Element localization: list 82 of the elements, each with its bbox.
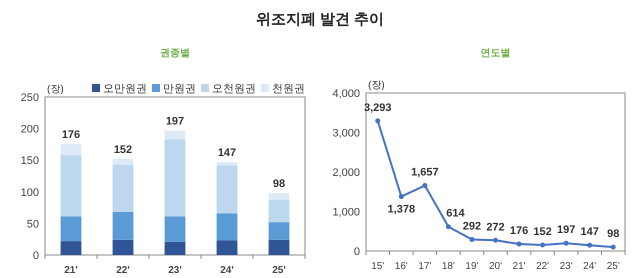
- bar: [216, 165, 238, 214]
- legend-label: 천원권: [272, 83, 305, 95]
- point: [422, 183, 428, 188]
- bar: [164, 130, 186, 140]
- data-label: 1,378: [388, 204, 416, 216]
- point: [540, 242, 546, 248]
- point: [493, 238, 498, 243]
- x-tick-label: 18': [442, 261, 456, 272]
- point: [398, 194, 404, 200]
- point: [469, 236, 474, 242]
- data-label: 147: [580, 226, 599, 238]
- point: [446, 224, 451, 230]
- total-label: 176: [62, 128, 80, 141]
- legend-label: 만원권: [163, 83, 196, 95]
- bar: [164, 216, 186, 242]
- x-tick-label: 24': [220, 265, 234, 276]
- total-label: 98: [272, 178, 286, 190]
- bar: [60, 241, 82, 255]
- bar: [216, 162, 238, 166]
- y-tick-label: 150: [20, 155, 39, 168]
- data-label: 176: [510, 225, 528, 238]
- chart-title: 위조지폐 발견 추이: [256, 11, 384, 28]
- x-tick-label: 23': [560, 261, 573, 272]
- legend-label: 오만원권: [103, 83, 147, 95]
- legend-label: 오천원권: [212, 83, 256, 95]
- bar: [60, 216, 82, 242]
- data-label: 614: [446, 208, 466, 220]
- total-label: 197: [166, 115, 184, 128]
- bar: [112, 240, 134, 255]
- bar: [60, 144, 82, 156]
- bar: [164, 139, 186, 216]
- bar: [112, 158, 134, 165]
- point: [375, 118, 380, 124]
- y-tick-label: 250: [20, 92, 39, 104]
- y-tick-label: 0: [32, 250, 39, 262]
- x-tick-label: 22': [536, 261, 550, 272]
- chart-subtitle: 권종별: [160, 48, 190, 59]
- x-tick-label: 20': [488, 261, 502, 272]
- total-label: 147: [218, 147, 236, 160]
- x-tick-label: 23': [168, 265, 182, 276]
- bar: [112, 164, 134, 212]
- y-tick-label: 2,000: [332, 167, 360, 179]
- y-tick-label: 3,000: [332, 128, 360, 140]
- x-tick-label: 17': [418, 261, 432, 272]
- point: [587, 242, 592, 248]
- data-label: 197: [556, 224, 576, 236]
- x-tick-label: 19': [465, 261, 479, 272]
- bar: [112, 212, 134, 240]
- x-tick-label: 24': [583, 261, 596, 272]
- bar: [216, 213, 238, 240]
- y-tick-label: 200: [20, 124, 39, 136]
- bar: [268, 200, 290, 222]
- point: [516, 242, 522, 247]
- y-tick-label: 0: [354, 246, 360, 258]
- bar: [60, 155, 82, 216]
- x-tick-label: 15': [371, 261, 384, 272]
- x-tick-label: 22': [116, 265, 130, 276]
- point: [610, 244, 616, 250]
- y-tick-label: 4,000: [332, 88, 360, 100]
- data-label: 272: [486, 221, 505, 234]
- bar: [164, 242, 186, 255]
- bar: [268, 193, 290, 200]
- x-tick-label: 21': [64, 265, 78, 276]
- point: [564, 240, 569, 246]
- total-label: 152: [114, 144, 132, 156]
- x-tick-label: 25': [606, 261, 620, 272]
- y-axis-title: (장): [47, 84, 64, 95]
- chart-subtitle: 연도별: [480, 48, 510, 59]
- y-tick-label: 50: [26, 218, 39, 230]
- x-tick-label: 16': [394, 261, 408, 272]
- y-axis-title: (장): [368, 80, 385, 91]
- data-label: 1,657: [411, 166, 439, 179]
- y-tick-label: 1,000: [332, 206, 360, 218]
- x-tick-label: 25': [272, 265, 286, 276]
- data-label: 98: [607, 228, 620, 240]
- data-label: 152: [533, 226, 552, 238]
- data-label: 292: [462, 220, 482, 232]
- x-tick-label: 21': [512, 261, 526, 272]
- bar: [216, 240, 238, 255]
- bar: [268, 240, 290, 255]
- y-tick-label: 100: [20, 186, 39, 199]
- bar: [268, 222, 290, 240]
